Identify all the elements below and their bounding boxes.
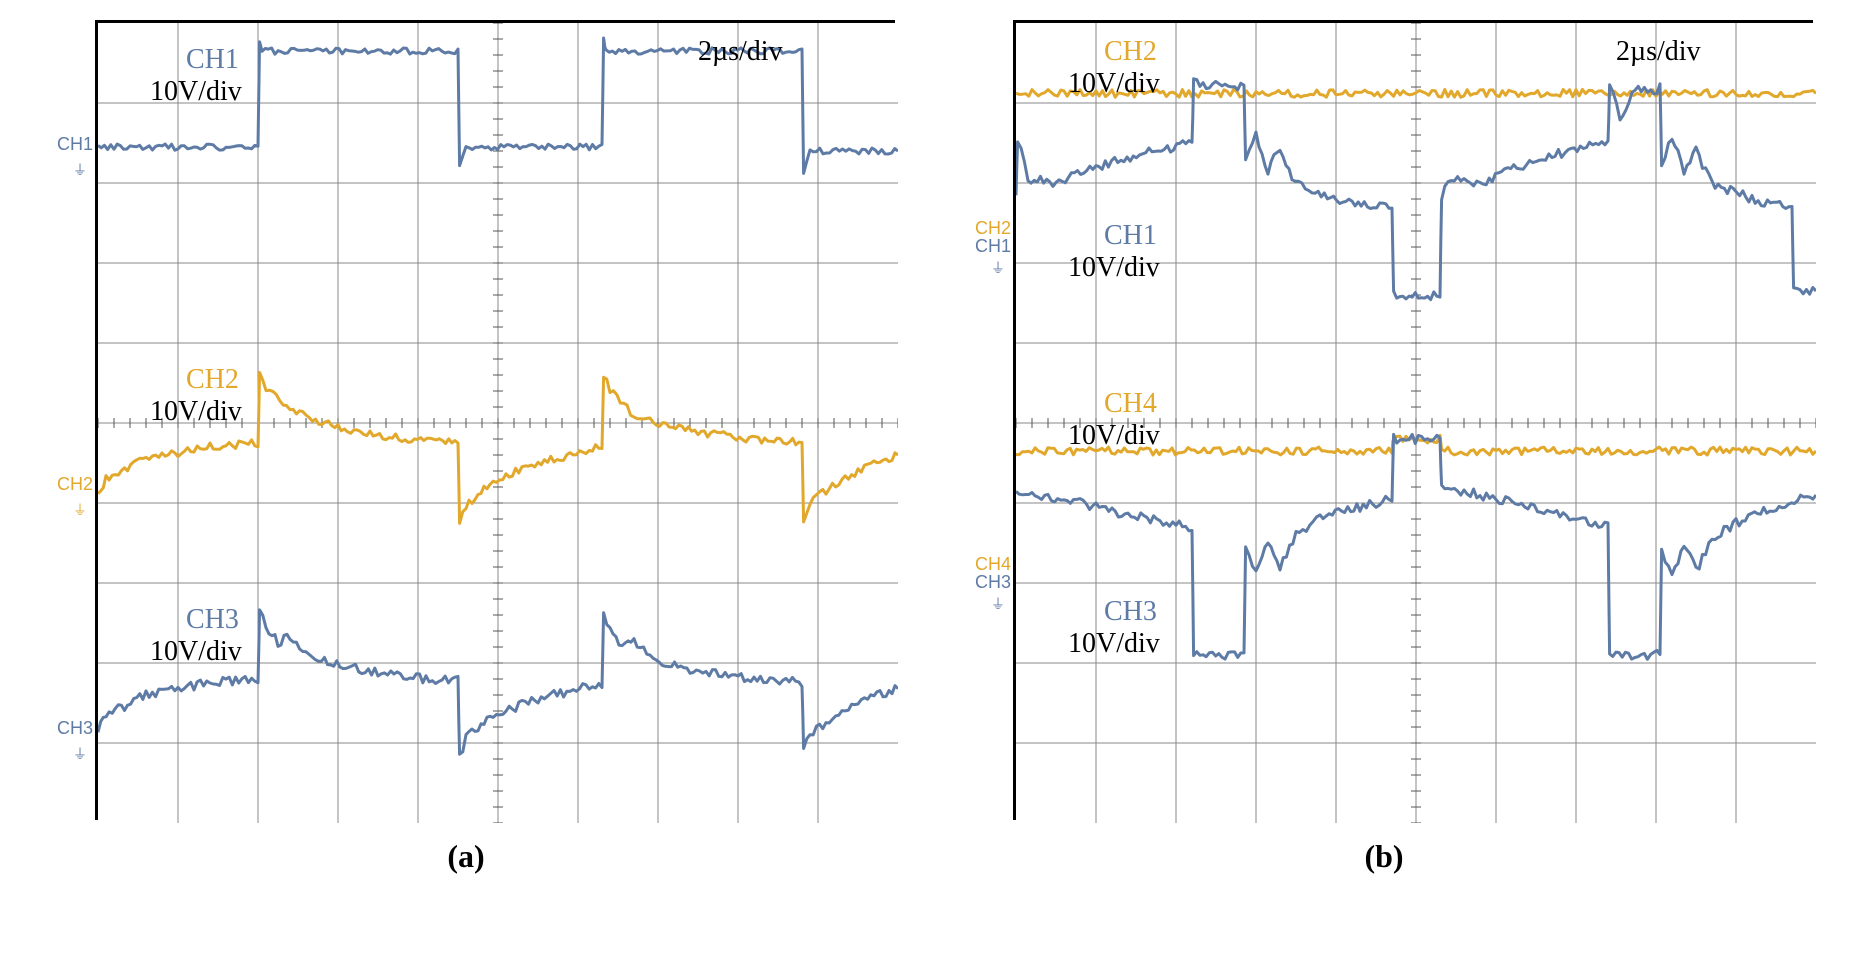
ground-icon: ⏚ xyxy=(991,599,1005,613)
label-2sdiv: 2µs/div xyxy=(698,37,783,68)
side-marker-ch2: CH2 xyxy=(57,475,93,493)
side-marker-ch2: CH2 xyxy=(975,219,1011,237)
label-ch2: CH2 xyxy=(1104,37,1157,68)
label-ch4: CH4 xyxy=(1104,389,1157,420)
panel-b: CH2CH1⏚CH4CH3⏚ CH210V/div2µs/divCH110V/d… xyxy=(955,20,1813,875)
label-ch1: CH1 xyxy=(1104,221,1157,252)
label-10vdiv: 10V/div xyxy=(150,77,242,108)
label-ch3: CH3 xyxy=(186,605,239,636)
caption-a: (a) xyxy=(447,838,484,875)
ground-icon: ⏚ xyxy=(991,263,1005,277)
ground-icon: ⏚ xyxy=(73,505,87,519)
scope-a: CH110V/div2µs/divCH210V/divCH310V/div xyxy=(95,20,895,820)
scope-wrap-b: CH2CH1⏚CH4CH3⏚ CH210V/div2µs/divCH110V/d… xyxy=(955,20,1813,820)
ground-icon: ⏚ xyxy=(73,749,87,763)
figure-container: CH1⏚CH2⏚CH3⏚ CH110V/div2µs/divCH210V/div… xyxy=(20,20,1830,875)
panel-a: CH1⏚CH2⏚CH3⏚ CH110V/div2µs/divCH210V/div… xyxy=(37,20,895,875)
label-ch3: CH3 xyxy=(1104,597,1157,628)
scope-b: CH210V/div2µs/divCH110V/divCH410V/divCH3… xyxy=(1013,20,1813,820)
label-10vdiv: 10V/div xyxy=(150,397,242,428)
label-2sdiv: 2µs/div xyxy=(1616,37,1701,68)
side-marker-ch3: CH3 xyxy=(57,719,93,737)
side-marker-ch4: CH4 xyxy=(975,555,1011,573)
label-10vdiv: 10V/div xyxy=(1068,69,1160,100)
label-ch1: CH1 xyxy=(186,45,239,76)
label-10vdiv: 10V/div xyxy=(1068,629,1160,660)
side-marker-ch1: CH1 xyxy=(975,237,1011,255)
left-markers-a: CH1 ⏚ CH2 ⏚ CH3 ⏚ xyxy=(37,20,95,820)
label-10vdiv: 10V/div xyxy=(1068,253,1160,284)
label-10vdiv: 10V/div xyxy=(1068,421,1160,452)
side-marker-ch3: CH3 xyxy=(975,573,1011,591)
ground-icon: ⏚ xyxy=(73,165,87,179)
caption-b: (b) xyxy=(1364,838,1403,875)
side-marker-ch1: CH1 xyxy=(57,135,93,153)
left-markers-b: CH2CH1 ⏚ CH4CH3 ⏚ xyxy=(955,20,1013,820)
label-ch2: CH2 xyxy=(186,365,239,396)
label-10vdiv: 10V/div xyxy=(150,637,242,668)
scope-wrap-a: CH1⏚CH2⏚CH3⏚ CH110V/div2µs/divCH210V/div… xyxy=(37,20,895,820)
